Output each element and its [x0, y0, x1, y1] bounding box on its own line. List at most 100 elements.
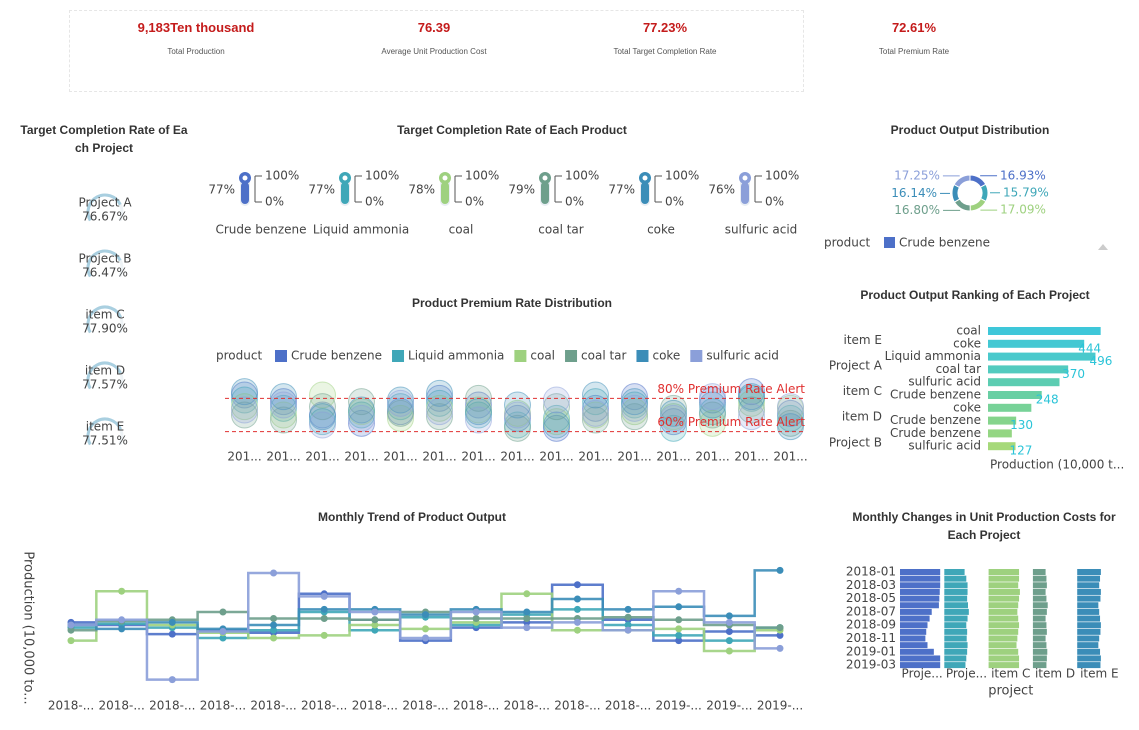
tick-label: 100%: [365, 169, 399, 183]
bulb-core: [242, 175, 248, 181]
tube-fill: [341, 181, 349, 204]
point: [422, 625, 429, 633]
point: [270, 626, 278, 634]
legend-label: Liquid ammonia: [408, 349, 504, 363]
x-tick-label: 2019-...: [757, 699, 803, 713]
legend-pager[interactable]: [1098, 244, 1108, 250]
bar: [1077, 628, 1101, 635]
x-tick-label: 2018-...: [301, 699, 347, 713]
pie-label: 17.09%: [1000, 203, 1046, 217]
y-tick-label: 2018-07: [846, 604, 896, 618]
pie-slice: [953, 174, 971, 189]
bar: [988, 602, 1019, 609]
point: [725, 618, 733, 626]
bar: [900, 662, 941, 669]
symbol: [621, 388, 648, 416]
point: [168, 630, 176, 638]
bar: [1077, 615, 1101, 622]
symbol: [504, 391, 531, 419]
bar: [1032, 655, 1047, 662]
pie-slice: [969, 197, 987, 212]
symbol: [582, 381, 609, 409]
point: [725, 637, 733, 645]
gauge-name: item D: [85, 364, 125, 378]
x-tick-label: Proje...: [902, 667, 943, 681]
bar: [1032, 628, 1047, 635]
symbol: [660, 414, 687, 442]
kpi-value: 72.61%: [891, 20, 937, 35]
bar: [900, 595, 940, 602]
point: [573, 581, 581, 589]
tick-label: 100%: [265, 169, 299, 183]
group-label: Project A: [829, 359, 883, 373]
bar: [988, 595, 1020, 602]
kpi-label: Total Target Completion Rate: [613, 47, 717, 56]
bar: [944, 628, 968, 635]
gauge-value: [86, 417, 122, 446]
legend-label: coal tar: [581, 349, 627, 363]
bar: [1032, 648, 1048, 655]
symbol: [270, 383, 297, 411]
point: [320, 615, 328, 622]
x-tick-label: 201...: [227, 450, 261, 464]
bar: [1077, 642, 1099, 649]
y-tick-label: coal: [956, 324, 981, 338]
group-label: item C: [843, 384, 882, 398]
legend-title: product: [216, 349, 262, 363]
symbol: [231, 396, 258, 424]
bar: [944, 655, 967, 662]
bulb-core: [642, 175, 648, 181]
category-label: coal: [449, 223, 474, 237]
tick-label: 0%: [665, 195, 684, 209]
x-tick-label: 201...: [305, 450, 339, 464]
x-tick-label: 201...: [578, 450, 612, 464]
gauge-label: 77.90%: [82, 322, 128, 336]
bulb-core: [542, 175, 548, 181]
bar: [988, 622, 1020, 629]
step-line: [71, 589, 780, 653]
bar: [1032, 615, 1046, 622]
pie-label: 16.93%: [1000, 168, 1046, 182]
group-label: item E: [843, 333, 882, 347]
bar: [988, 662, 1020, 669]
point: [67, 626, 75, 634]
symbol: [309, 381, 336, 409]
point: [67, 637, 75, 645]
bar: [988, 442, 1016, 451]
point: [725, 612, 733, 620]
bar: [1077, 635, 1100, 642]
bar: [944, 635, 967, 642]
y-tick-label: Crude benzene: [890, 388, 981, 402]
bar: [988, 339, 1085, 348]
gauge-label: 76.47%: [82, 266, 128, 280]
y-tick-label: Liquid ammonia: [885, 349, 981, 363]
bar: [988, 575, 1020, 582]
x-tick-label: Proje...: [946, 667, 987, 681]
bar: [988, 416, 1017, 425]
bar: [900, 608, 932, 615]
x-axis-label: Production (10,000 t...: [990, 458, 1124, 472]
point: [624, 621, 632, 629]
bar: [900, 569, 941, 575]
symbol: [426, 379, 453, 407]
gauge-label: 76.67%: [82, 210, 128, 224]
x-tick-label: 2018-...: [504, 699, 550, 713]
x-tick-label: 2019-...: [656, 699, 702, 713]
point: [573, 626, 581, 634]
point: [472, 608, 480, 616]
bar: [900, 628, 927, 635]
bar: [944, 615, 968, 622]
bar: [1032, 635, 1046, 642]
legend-swatch: [565, 350, 578, 362]
symbol: [738, 403, 765, 431]
bar: [1032, 595, 1047, 602]
bar: [988, 628, 1019, 635]
y-tick-label: 2018-11: [846, 631, 896, 645]
bar: [988, 327, 1101, 335]
x-tick-label: 2018-...: [98, 699, 144, 713]
bar: [1077, 582, 1100, 589]
y-tick-label: 2018-09: [846, 618, 896, 632]
symbol: [777, 413, 804, 441]
bar: [944, 575, 967, 582]
